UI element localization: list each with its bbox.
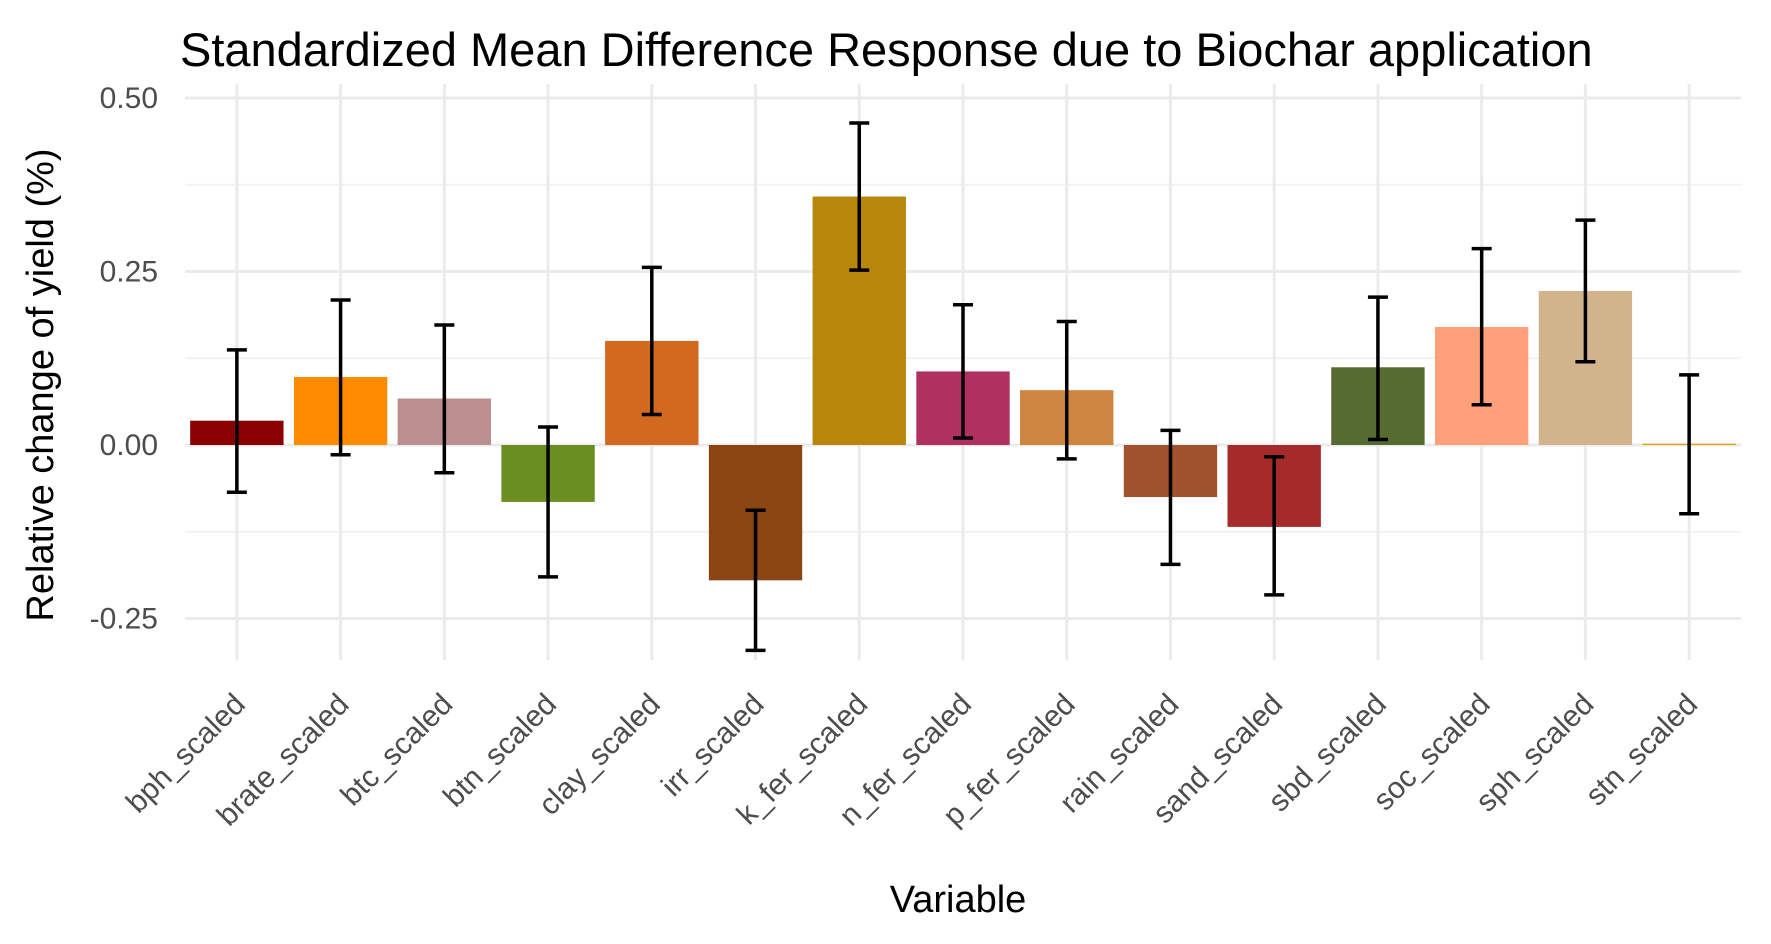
error-bar-irr_scaled — [745, 508, 766, 653]
error-bar-n_fer_scaled — [953, 303, 973, 440]
error-bar-brate_scaled — [330, 298, 351, 457]
error-bar-bph_scaled — [226, 348, 247, 494]
error-bar-rain_scaled — [1160, 428, 1181, 567]
x-tick-label: stn_scaled — [1579, 688, 1704, 813]
y-tick-label: 0.00 — [100, 429, 158, 462]
error-bar-sph_scaled — [1575, 218, 1596, 364]
x-axis-title: Variable — [890, 879, 1027, 921]
error-bar-stn_scaled — [1679, 373, 1700, 516]
chart-title: Standardized Mean Difference Response du… — [180, 23, 1593, 76]
y-axis-ticks: -0.25 0.00 0.25 0.50 — [90, 82, 158, 636]
error-bar-k_fer_scaled — [849, 121, 870, 272]
error-bar-sbd_scaled — [1367, 295, 1388, 442]
error-bar-sand_scaled — [1264, 455, 1285, 597]
error-bar-p_fer_scaled — [1056, 319, 1077, 461]
error-bar-btn_scaled — [538, 425, 559, 579]
error-bar-btc_scaled — [434, 323, 455, 475]
error-bar-soc_scaled — [1471, 246, 1492, 407]
error-bar-clay_scaled — [641, 265, 662, 417]
y-tick-label: 0.25 — [100, 256, 158, 289]
error-bars — [226, 121, 1700, 653]
y-axis-title: Relative change of yield (%) — [20, 148, 62, 621]
y-tick-label: -0.25 — [90, 603, 158, 636]
x-axis-ticks: bph_scaledbrate_scaledbtc_scaledbtn_scal… — [120, 688, 1704, 833]
y-tick-label: 0.50 — [100, 82, 158, 115]
